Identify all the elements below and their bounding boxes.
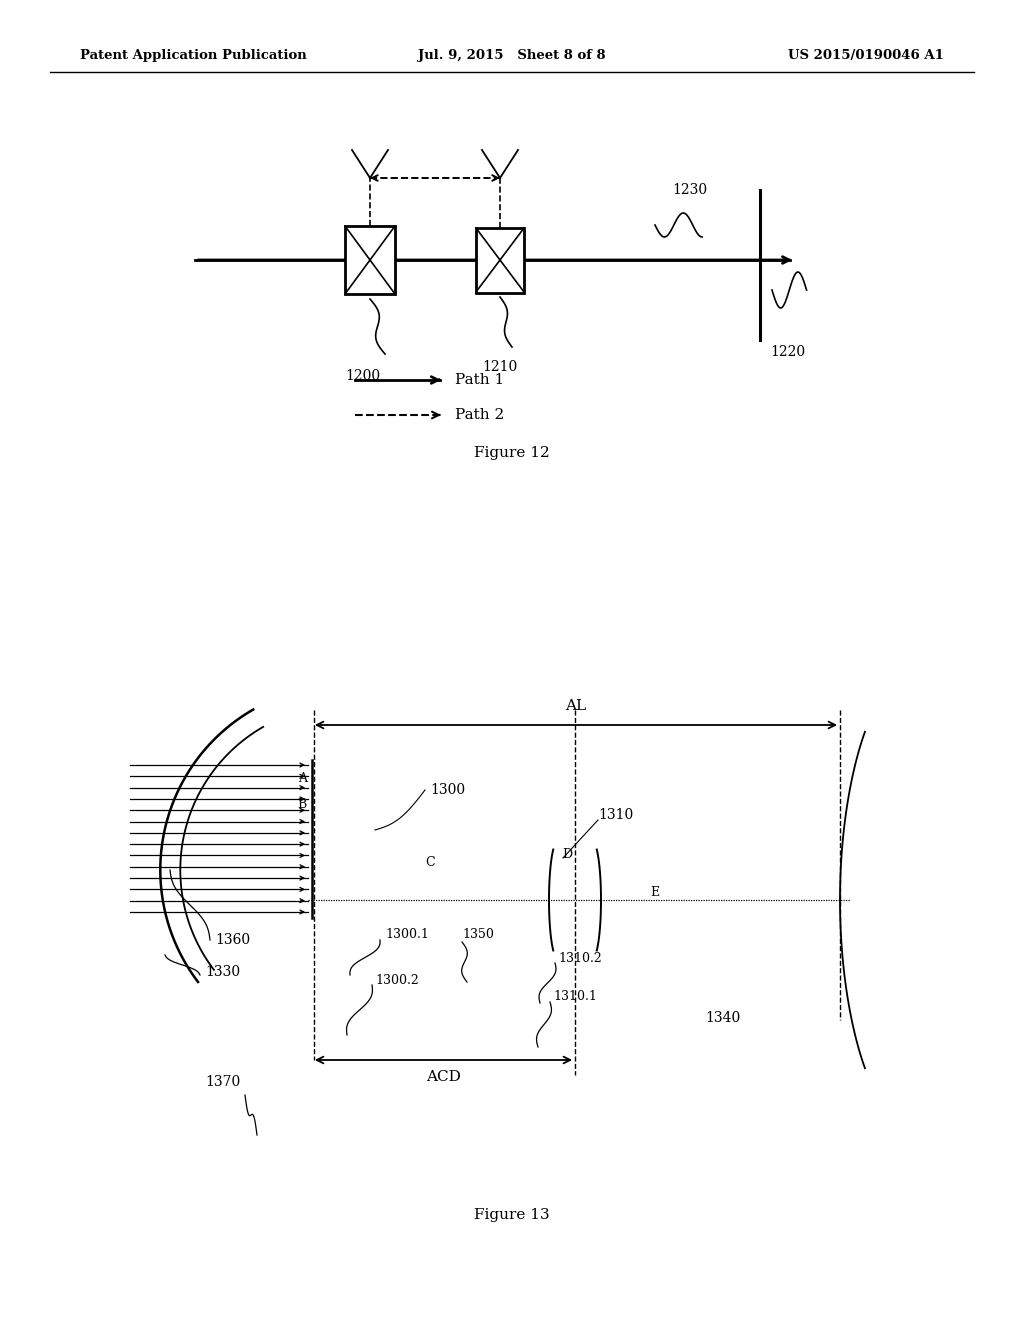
Text: B: B — [298, 799, 307, 812]
Text: Path 2: Path 2 — [455, 408, 504, 422]
Text: 1340: 1340 — [705, 1011, 740, 1026]
Text: D: D — [562, 849, 572, 862]
Text: 1350: 1350 — [462, 928, 494, 941]
Bar — [345, 226, 395, 294]
Text: 1210: 1210 — [482, 360, 517, 374]
Text: 1300.2: 1300.2 — [375, 974, 419, 986]
Text: 1310: 1310 — [598, 808, 633, 822]
Text: ACD: ACD — [426, 1071, 461, 1084]
Text: Patent Application Publication: Patent Application Publication — [80, 49, 307, 62]
Bar — [476, 228, 524, 293]
Text: 1360: 1360 — [215, 933, 250, 946]
Text: 1370: 1370 — [205, 1074, 241, 1089]
Text: 1310.1: 1310.1 — [553, 990, 597, 1003]
Text: Figure 13: Figure 13 — [474, 1208, 550, 1222]
Text: US 2015/0190046 A1: US 2015/0190046 A1 — [788, 49, 944, 62]
Text: Figure 12: Figure 12 — [474, 446, 550, 459]
Text: AL: AL — [565, 700, 587, 713]
Text: 1220: 1220 — [770, 345, 805, 359]
Text: 1310.2: 1310.2 — [558, 952, 602, 965]
Text: 1200: 1200 — [345, 370, 380, 383]
Text: E: E — [650, 887, 659, 899]
Text: 1230: 1230 — [672, 183, 708, 197]
Text: A: A — [298, 771, 307, 784]
Text: 1330: 1330 — [205, 965, 240, 979]
Text: 1300.1: 1300.1 — [385, 928, 429, 941]
Text: C: C — [425, 855, 435, 869]
Text: Path 1: Path 1 — [455, 374, 504, 387]
Text: 1300: 1300 — [430, 783, 465, 797]
Text: Jul. 9, 2015   Sheet 8 of 8: Jul. 9, 2015 Sheet 8 of 8 — [418, 49, 606, 62]
